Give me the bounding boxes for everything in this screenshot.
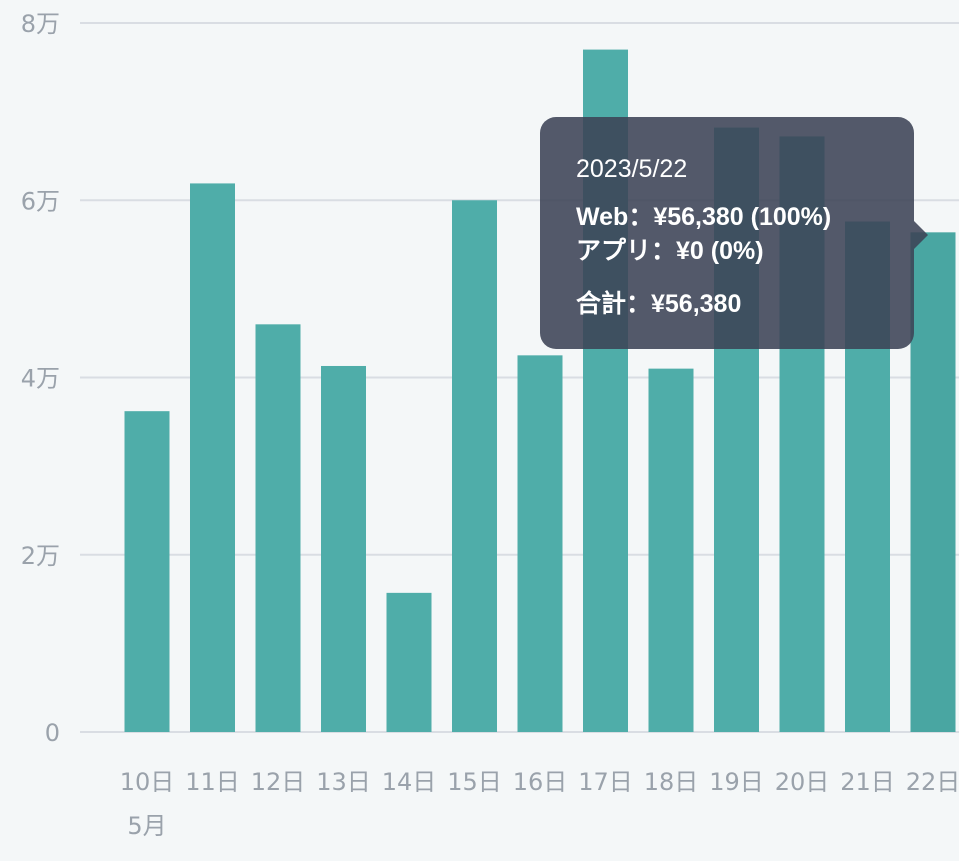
bar <box>124 411 170 732</box>
x-tick-label: 17日 <box>578 768 633 796</box>
bar <box>452 200 497 732</box>
y-tick-label: 8万 <box>21 10 60 38</box>
x-tick-label: 12日 <box>251 768 306 796</box>
x-tick-label: 15日 <box>447 768 502 796</box>
bar <box>910 232 956 732</box>
tooltip-web-value: Web：¥56,380 (100%) <box>576 203 832 231</box>
chart-tooltip: 2023/5/22 Web：¥56,380 (100%) アプリ：¥0 (0%)… <box>540 117 928 349</box>
y-tick-label: 2万 <box>21 542 60 570</box>
bar <box>517 355 563 732</box>
x-tick-label: 18日 <box>644 768 699 796</box>
x-month-label: 5月 <box>127 812 166 840</box>
x-tick-label: 13日 <box>316 768 371 796</box>
tooltip-app-value: アプリ：¥0 (0%) <box>576 237 764 265</box>
x-tick-label: 20日 <box>775 768 830 796</box>
bar <box>255 324 301 732</box>
bar <box>321 365 366 732</box>
x-tick-label: 21日 <box>840 768 895 796</box>
tooltip-pointer <box>914 221 928 249</box>
bar <box>386 592 432 732</box>
x-tick-label: 10日 <box>120 768 175 796</box>
x-tick-label: 11日 <box>185 768 240 796</box>
x-tick-label: 22日 <box>906 768 959 796</box>
y-tick-label: 4万 <box>21 365 60 393</box>
y-tick-label: 6万 <box>21 187 60 215</box>
tooltip-date: 2023/5/22 <box>576 155 688 183</box>
tooltip-total: 合計：¥56,380 <box>576 290 742 318</box>
x-tick-label: 19日 <box>709 768 764 796</box>
bar <box>190 183 235 732</box>
y-tick-label: 0 <box>45 719 60 747</box>
x-tick-label: 14日 <box>382 768 437 796</box>
bar <box>648 368 694 732</box>
x-tick-label: 16日 <box>513 768 568 796</box>
